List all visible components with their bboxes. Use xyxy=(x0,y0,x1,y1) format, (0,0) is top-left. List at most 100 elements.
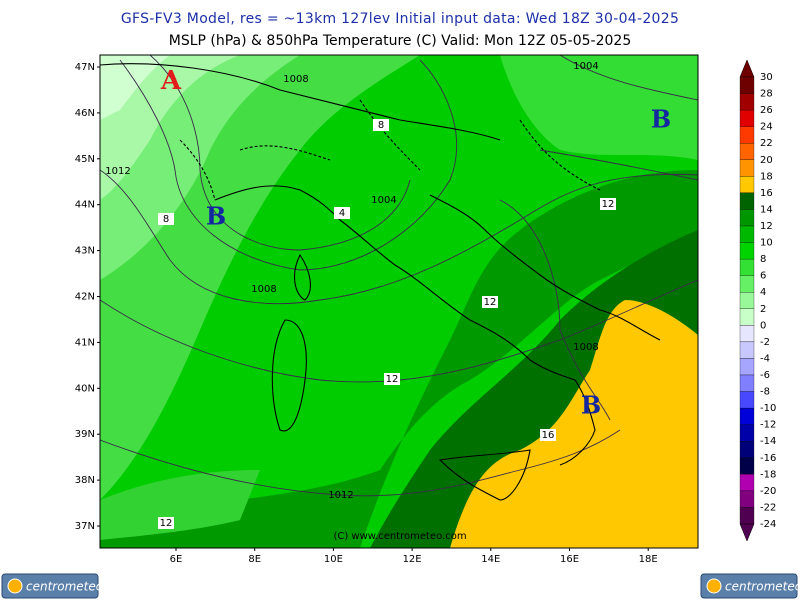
colorbar-band xyxy=(739,209,755,227)
temperature-text: 12 xyxy=(484,297,497,308)
temperature-label: 12 xyxy=(384,373,400,385)
logo-text: centrometeo xyxy=(26,580,103,594)
pressure-center: A xyxy=(160,66,182,96)
lat-label: 43N xyxy=(75,246,95,257)
temperature-text: 12 xyxy=(602,199,615,210)
lon-label: 8E xyxy=(248,554,261,565)
temperature-label: 12 xyxy=(482,296,498,308)
isobar xyxy=(539,149,698,181)
logo[interactable]: centrometeo xyxy=(1,573,103,599)
colorbar-label: -16 xyxy=(760,453,776,464)
colorbar-label: -20 xyxy=(760,486,776,497)
colorbar-label: 16 xyxy=(760,188,773,199)
temp-field xyxy=(100,55,170,120)
colorbar-label: 26 xyxy=(760,105,773,116)
lat-label: 38N xyxy=(75,475,95,486)
logo-text: centrometeo xyxy=(725,580,800,594)
lat-label: 47N xyxy=(75,62,95,73)
temperature-text: 8 xyxy=(378,120,384,131)
credit: (C) www.centrometeo.com xyxy=(333,531,466,542)
colorbar-label: -24 xyxy=(760,519,776,530)
colorbar-label: -12 xyxy=(760,420,776,431)
label-box xyxy=(158,213,174,225)
temperature-text: 4 xyxy=(339,208,345,219)
colorbar-band xyxy=(739,374,755,392)
colorbar-band xyxy=(739,308,755,326)
colorbar-label: 6 xyxy=(760,271,766,282)
colorbar-label: 8 xyxy=(760,254,766,265)
colorbar-label: -6 xyxy=(760,370,770,381)
temperature-label: 12 xyxy=(158,517,174,529)
lat-label: 42N xyxy=(75,292,95,303)
colorbar-band xyxy=(739,490,755,508)
lat-label: 39N xyxy=(75,429,95,440)
label-box xyxy=(482,296,498,308)
colorbar-band xyxy=(739,341,755,359)
isobar xyxy=(100,429,621,497)
colorbar: 302826242220181614121086420-2-4-6-8-10-1… xyxy=(739,59,776,542)
colorbar-label: 28 xyxy=(760,89,773,100)
lon-label: 18E xyxy=(639,554,658,565)
colorbar-band xyxy=(739,93,755,111)
temperature-label: 8 xyxy=(158,213,174,225)
temperature-label: 12 xyxy=(600,198,616,210)
temp-field xyxy=(500,55,698,160)
colorbar-band xyxy=(739,192,755,210)
temperature-label: 4 xyxy=(334,207,350,219)
coastline xyxy=(100,63,661,466)
colorbar-band xyxy=(739,391,755,409)
pressure-center: B xyxy=(581,391,601,420)
colorbar-band xyxy=(739,176,755,194)
colorbar-label: 2 xyxy=(760,304,766,315)
isobar xyxy=(119,59,458,271)
colorbar-label: 20 xyxy=(760,155,773,166)
lat-labels: 47N 46N 45N 44N 43N 42N 41N 40N 39N 38N 37N xyxy=(75,62,100,532)
temperature-label: 8 xyxy=(373,119,389,131)
isobar-label: 1008 xyxy=(283,74,308,85)
label-box xyxy=(158,517,174,529)
colorbar-label: 10 xyxy=(760,238,773,249)
lon-label: 14E xyxy=(481,554,500,565)
colorbar-band xyxy=(739,325,755,343)
colorbar-band xyxy=(739,292,755,309)
logo[interactable]: centrometeo xyxy=(700,573,800,599)
colorbar-band xyxy=(739,159,755,177)
colorbar-band xyxy=(739,474,755,492)
colorbar-band xyxy=(739,126,755,144)
colorbar-label: -14 xyxy=(760,436,776,447)
temperature-label: 16 xyxy=(540,429,556,441)
lat-label: 45N xyxy=(75,154,95,165)
isobar xyxy=(559,55,698,101)
isobar-label: 1004 xyxy=(573,61,598,72)
isobar-label: 1012 xyxy=(328,490,353,501)
temperature-text: 16 xyxy=(542,430,555,441)
label-box xyxy=(600,198,616,210)
colorbar-band xyxy=(739,258,755,276)
colorbar-label: -22 xyxy=(760,502,776,513)
isobar-label: 1008 xyxy=(573,342,598,353)
lat-label: 46N xyxy=(75,108,95,119)
isobar xyxy=(100,169,698,305)
header-line: GFS-FV3 Model, res = ~13km 127lev Initia… xyxy=(121,11,679,27)
pressure-center: B xyxy=(206,202,226,231)
colorbar-label: 24 xyxy=(760,122,773,133)
colorbar-band xyxy=(739,507,755,525)
lat-label: 44N xyxy=(75,200,95,211)
border xyxy=(179,99,601,201)
colorbar-band xyxy=(739,242,755,260)
map xyxy=(99,54,699,549)
map-frame xyxy=(99,54,699,549)
isobar-label: 1008 xyxy=(251,284,276,295)
colorbar-band xyxy=(739,275,755,293)
label-box xyxy=(373,119,389,131)
island xyxy=(271,253,531,501)
colorbar-label: 30 xyxy=(760,72,773,83)
map-labels: A B B B 1008 1004 1012 1004 1008 1012 1008 8 8 4 12 12 1… xyxy=(105,61,671,529)
colorbar-label: 14 xyxy=(760,204,773,215)
colorbar-band xyxy=(739,76,755,94)
label-box xyxy=(334,207,350,219)
colorbar-band xyxy=(739,109,755,127)
temp-field xyxy=(100,170,698,548)
colorbar-band xyxy=(739,407,755,425)
